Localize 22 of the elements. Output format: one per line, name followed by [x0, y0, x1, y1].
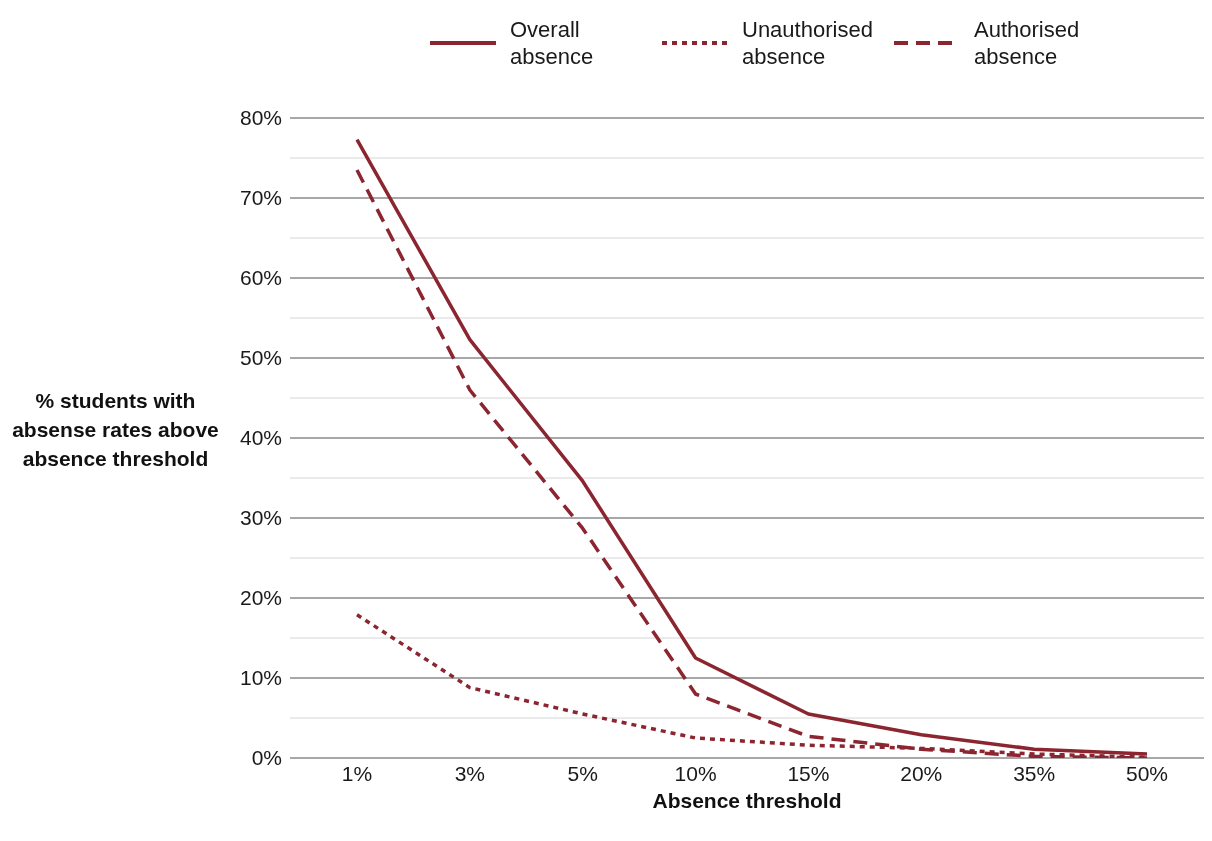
- x-tick-label: 3%: [454, 761, 486, 785]
- x-tick-label: 50%: [1125, 761, 1169, 785]
- x-tick-label: 20%: [900, 761, 943, 785]
- x-tick-label: 35%: [1013, 761, 1056, 785]
- x-tick-label: 10%: [674, 761, 717, 785]
- legend-label: Unauthorised absence: [742, 16, 873, 70]
- x-axis-title: Absence threshold: [652, 789, 842, 812]
- legend-label: Overall absence: [510, 16, 595, 70]
- x-tick-label: 5%: [567, 761, 598, 785]
- y-tick-label: 10%: [239, 666, 282, 690]
- y-tick-label: 80%: [239, 106, 282, 130]
- y-tick-label: 30%: [239, 506, 282, 530]
- y-tick-label: 20%: [239, 586, 282, 610]
- y-tick-label: 50%: [239, 346, 282, 370]
- x-tick-label: 15%: [787, 761, 830, 785]
- legend-label: Authorised absence: [974, 16, 1081, 70]
- y-tick-label: 70%: [239, 186, 282, 210]
- y-tick-label: 60%: [239, 266, 282, 290]
- x-tick-label: 1%: [341, 761, 373, 785]
- y-tick-label: 40%: [239, 426, 282, 450]
- y-axis-title: % students with absense rates above absence threshold: [11, 388, 220, 472]
- y-tick-label: 0%: [251, 746, 282, 770]
